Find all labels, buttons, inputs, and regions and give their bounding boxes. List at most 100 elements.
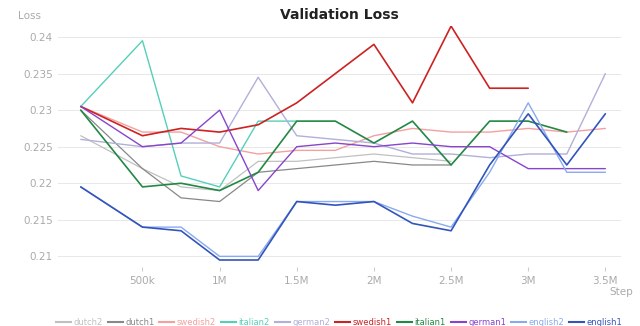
- german1: [370, 145, 378, 149]
- italian1: [486, 119, 493, 123]
- Title: Validation Loss: Validation Loss: [280, 8, 399, 22]
- italian1: [370, 141, 378, 145]
- english1: [177, 229, 185, 233]
- german2: [216, 141, 223, 145]
- dutch1: [447, 163, 455, 167]
- dutch2: [216, 189, 223, 193]
- dutch2: [409, 156, 417, 160]
- italian2: [293, 119, 301, 123]
- german1: [293, 145, 301, 149]
- english1: [524, 112, 532, 116]
- italian1: [332, 119, 339, 123]
- swedish1: [524, 86, 532, 90]
- german2: [447, 152, 455, 156]
- italian2: [177, 174, 185, 178]
- german2: [177, 141, 185, 145]
- english2: [409, 214, 417, 218]
- german2: [370, 141, 378, 145]
- english1: [370, 200, 378, 203]
- german2: [139, 145, 147, 149]
- italian1: [524, 119, 532, 123]
- swedish2: [447, 130, 455, 134]
- german2: [77, 138, 84, 141]
- Y-axis label: Loss: Loss: [18, 11, 41, 21]
- english1: [254, 258, 262, 262]
- english2: [563, 170, 571, 174]
- swedish1: [486, 86, 493, 90]
- english2: [370, 200, 378, 203]
- X-axis label: Step: Step: [609, 287, 633, 297]
- italian1: [409, 119, 417, 123]
- italian1: [563, 130, 571, 134]
- english1: [332, 203, 339, 207]
- german2: [563, 152, 571, 156]
- german1: [139, 145, 147, 149]
- english2: [139, 225, 147, 229]
- english2: [447, 225, 455, 229]
- german1: [447, 145, 455, 149]
- german1: [77, 105, 84, 109]
- Line: german1: german1: [81, 107, 605, 191]
- dutch2: [332, 156, 339, 160]
- Line: italian2: italian2: [81, 41, 297, 187]
- swedish2: [370, 134, 378, 138]
- Line: english2: english2: [81, 103, 605, 256]
- dutch2: [370, 152, 378, 156]
- dutch2: [447, 159, 455, 163]
- german1: [177, 141, 185, 145]
- swedish1: [370, 42, 378, 46]
- italian2: [139, 39, 147, 43]
- Line: dutch2: dutch2: [81, 136, 451, 191]
- swedish1: [409, 101, 417, 105]
- italian1: [293, 119, 301, 123]
- german1: [332, 141, 339, 145]
- swedish2: [216, 145, 223, 149]
- german1: [254, 189, 262, 193]
- swedish1: [332, 72, 339, 76]
- italian2: [216, 185, 223, 189]
- english1: [293, 200, 301, 203]
- dutch1: [332, 163, 339, 167]
- italian2: [77, 105, 84, 109]
- german2: [409, 152, 417, 156]
- swedish1: [447, 24, 455, 28]
- italian2: [254, 119, 262, 123]
- swedish2: [332, 148, 339, 152]
- swedish2: [486, 130, 493, 134]
- swedish2: [77, 105, 84, 109]
- english2: [177, 225, 185, 229]
- dutch1: [293, 167, 301, 170]
- italian1: [447, 163, 455, 167]
- english1: [602, 112, 609, 116]
- swedish1: [254, 123, 262, 127]
- dutch2: [177, 185, 185, 189]
- dutch2: [254, 159, 262, 163]
- swedish1: [139, 134, 147, 138]
- german2: [293, 134, 301, 138]
- italian1: [177, 181, 185, 185]
- Line: italian1: italian1: [81, 110, 567, 191]
- swedish1: [216, 130, 223, 134]
- english2: [332, 200, 339, 203]
- english1: [486, 163, 493, 167]
- Legend: dutch2, dutch1, swedish2, italian2, german2, swedish1, italian1, german1, englis: dutch2, dutch1, swedish2, italian2, germ…: [52, 315, 626, 326]
- dutch1: [254, 170, 262, 174]
- swedish1: [77, 105, 84, 109]
- Line: english1: english1: [81, 114, 605, 260]
- swedish2: [524, 126, 532, 130]
- dutch1: [177, 196, 185, 200]
- swedish2: [139, 130, 147, 134]
- english2: [602, 170, 609, 174]
- italian1: [77, 108, 84, 112]
- italian1: [139, 185, 147, 189]
- swedish1: [293, 101, 301, 105]
- english1: [77, 185, 84, 189]
- english2: [77, 185, 84, 189]
- german2: [524, 152, 532, 156]
- english1: [447, 229, 455, 233]
- german1: [602, 167, 609, 170]
- dutch1: [409, 163, 417, 167]
- dutch1: [77, 108, 84, 112]
- dutch2: [293, 159, 301, 163]
- swedish2: [254, 152, 262, 156]
